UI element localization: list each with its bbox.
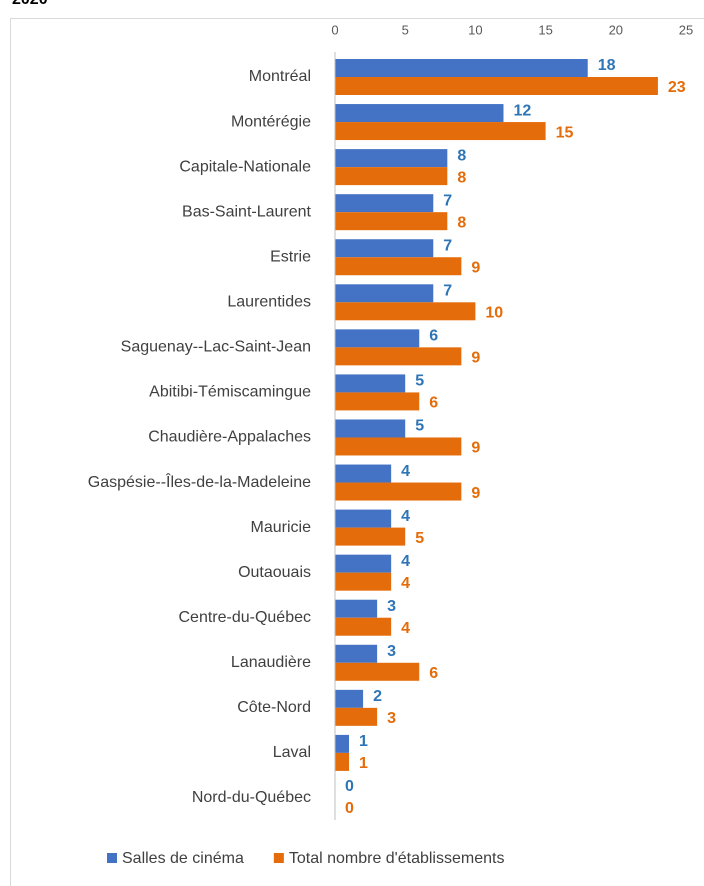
data-label: 8 [457, 147, 466, 164]
data-label: 12 [513, 102, 531, 119]
bar [335, 149, 448, 168]
data-label: 6 [429, 665, 438, 682]
data-label: 9 [471, 485, 480, 502]
x-tick-label: 0 [331, 22, 338, 37]
y-tick-label: Lanaudière [231, 654, 311, 671]
data-label: 1 [359, 755, 368, 772]
y-tick-label: Laurentides [227, 294, 311, 311]
y-tick-label: Chaudière-Appalaches [148, 429, 311, 446]
data-label: 5 [415, 373, 424, 390]
bar [335, 752, 350, 771]
bar [335, 707, 378, 726]
data-label: 4 [401, 620, 410, 637]
x-tick-label: 15 [538, 22, 552, 37]
y-tick-label: Nord-du-Québec [192, 789, 311, 806]
y-tick-label: Montréal [249, 68, 311, 85]
bar [335, 329, 420, 348]
data-label: 6 [429, 328, 438, 345]
bar [335, 617, 392, 636]
bar [335, 509, 392, 528]
data-label: 8 [457, 214, 466, 231]
bar [335, 392, 420, 411]
bar [335, 239, 434, 258]
bar [335, 662, 420, 681]
bar [335, 194, 434, 213]
y-tick-label: Bas-Saint-Laurent [182, 203, 312, 220]
data-label: 15 [556, 124, 574, 141]
bar [335, 257, 462, 276]
y-tick-label: Gaspésie--Îles-de-la-Madeleine [88, 472, 311, 491]
y-tick-label: Estrie [270, 248, 311, 265]
bar [335, 104, 504, 123]
chart-frame [10, 18, 704, 886]
y-tick-label: Saguenay--Lac-Saint-Jean [121, 339, 311, 356]
data-label: 10 [485, 305, 503, 322]
data-label: 4 [401, 575, 410, 592]
data-label: 18 [598, 57, 616, 74]
y-tick-label: Centre-du-Québec [178, 609, 311, 626]
legend-swatch [273, 853, 284, 863]
x-tick-label: 5 [402, 22, 409, 37]
y-tick-label: Côte-Nord [237, 699, 311, 716]
x-tick-label: 25 [679, 22, 693, 37]
data-label: 4 [401, 508, 410, 525]
data-label: 4 [401, 553, 410, 570]
bar [335, 572, 392, 591]
bar [335, 284, 434, 303]
bar [335, 599, 378, 618]
data-label: 7 [443, 192, 452, 209]
bar [335, 419, 406, 438]
data-label: 7 [443, 237, 452, 254]
bar [335, 122, 546, 141]
data-label: 0 [345, 800, 354, 817]
bar [335, 464, 392, 483]
data-label: 4 [401, 463, 410, 480]
data-label: 6 [429, 395, 438, 412]
data-label: 8 [457, 169, 466, 186]
data-label: 5 [415, 530, 424, 547]
legend-label: Salles de cinéma [122, 850, 244, 867]
x-tick-label: 10 [468, 22, 482, 37]
y-tick-label: Montérégie [231, 113, 311, 130]
y-tick-label: Mauricie [251, 519, 312, 536]
bar [335, 689, 364, 708]
bar [335, 482, 462, 501]
bar [335, 554, 392, 573]
bar [335, 644, 378, 663]
bar [335, 302, 476, 321]
legend-label: Total nombre d'établissements [289, 850, 505, 867]
data-label: 9 [471, 440, 480, 457]
legend-swatch [107, 853, 117, 863]
data-label: 9 [471, 350, 480, 367]
data-label: 7 [443, 283, 452, 300]
bar [335, 347, 462, 366]
data-label: 9 [471, 259, 480, 276]
bar [335, 212, 448, 231]
x-tick-label: 20 [609, 22, 623, 37]
data-label: 0 [345, 778, 354, 795]
data-label: 3 [387, 710, 396, 727]
data-label: 5 [415, 418, 424, 435]
bar [335, 437, 462, 456]
data-label: 23 [668, 79, 686, 96]
data-label: 3 [387, 598, 396, 615]
bar [335, 59, 588, 77]
bar [335, 167, 448, 186]
bar [335, 374, 406, 393]
bar [335, 527, 406, 546]
y-tick-label: Capitale-Nationale [179, 158, 311, 175]
data-label: 2 [373, 688, 382, 705]
y-tick-label: Abitibi-Témiscamingue [149, 384, 311, 401]
y-tick-label: Laval [273, 744, 311, 761]
y-tick-label: Outaouais [238, 564, 311, 581]
bar [335, 77, 658, 95]
chart-title: 2020 [12, 0, 48, 8]
bar [335, 734, 350, 753]
data-label: 1 [359, 733, 368, 750]
data-label: 3 [387, 643, 396, 660]
